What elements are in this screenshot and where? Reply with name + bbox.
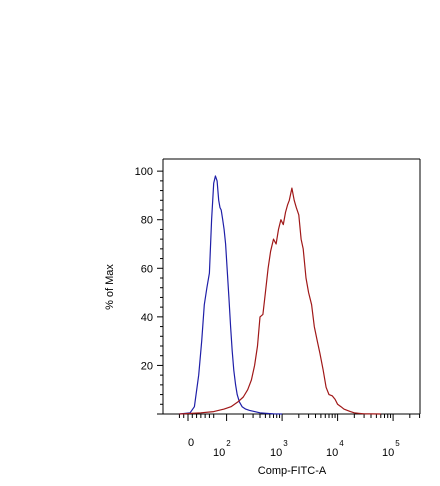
y-tick-label: 60 xyxy=(141,263,153,275)
x-tick-label: 105 xyxy=(382,439,400,459)
y-axis: 20 40 60 80 100 xyxy=(135,166,163,415)
series-line-1 xyxy=(179,175,283,415)
series-group xyxy=(179,175,381,415)
x-tick-label: 103 xyxy=(270,439,288,459)
y-tick-label: 100 xyxy=(135,166,153,178)
x-axis: 0 102 103 104 105 xyxy=(178,414,421,459)
y-tick-label: 20 xyxy=(141,360,153,372)
y-tick-label: 80 xyxy=(141,215,153,227)
x-tick-label: 0 xyxy=(188,437,194,449)
y-axis-title: % of Max xyxy=(104,264,116,310)
x-tick-label: 104 xyxy=(326,439,344,459)
plot-frame xyxy=(162,158,421,415)
y-tick-label: 40 xyxy=(141,312,153,324)
x-tick-label: 102 xyxy=(213,439,231,459)
x-axis-title: Comp-FITC-A xyxy=(258,465,327,477)
series-line-2 xyxy=(179,187,381,415)
